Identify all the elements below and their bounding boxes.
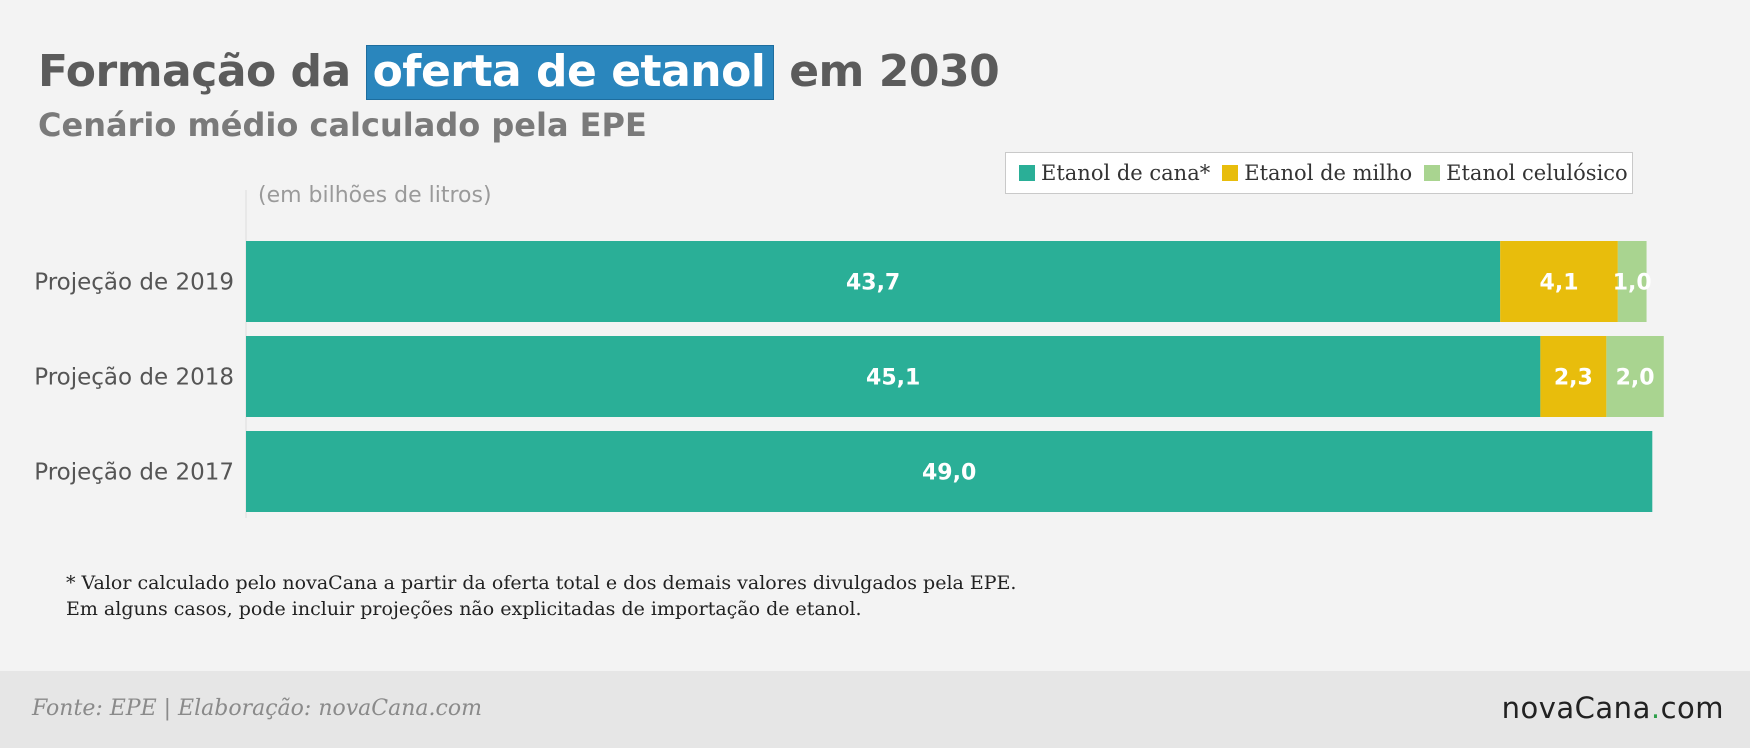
bar-segment bbox=[1540, 336, 1607, 417]
logo-main: novaCana bbox=[1501, 691, 1651, 725]
footer-bar: Fonte: EPE | Elaboração: novaCana.com no… bbox=[0, 671, 1750, 748]
bar-segment bbox=[1617, 241, 1647, 322]
title-highlight: oferta de etanol bbox=[365, 45, 775, 100]
legend-item-milho: Etanol de milho bbox=[1222, 161, 1412, 185]
data-label: 2,3 bbox=[1554, 366, 1593, 391]
data-label: 49,0 bbox=[922, 461, 976, 486]
legend-label-celulosico: Etanol celulósico bbox=[1446, 161, 1628, 185]
legend-item-celulosico: Etanol celulósico bbox=[1424, 161, 1628, 185]
bars-group: 43,7 4,1 1,0 45,1 2,3 2,0 49,0 bbox=[246, 241, 1664, 512]
legend-label-cana: Etanol de cana* bbox=[1041, 161, 1211, 185]
chart-title: Formação da oferta de etanol em 2030 bbox=[38, 45, 1000, 100]
title-prefix: Formação da bbox=[38, 46, 351, 97]
bar-chart: (em bilhões de litros) 43,7 4,1 1,0 45,1 2,3… bbox=[34, 183, 1664, 518]
legend-label-milho: Etanol de milho bbox=[1244, 161, 1413, 185]
data-label: 1,0 bbox=[1613, 271, 1652, 296]
bar-segment bbox=[1500, 241, 1618, 322]
legend-swatch-cana bbox=[1019, 165, 1035, 181]
title-suffix: em 2030 bbox=[789, 46, 1000, 97]
legend-item-cana: Etanol de cana* bbox=[1019, 161, 1210, 185]
chart-legend: Etanol de cana* Etanol de milho Etanol c… bbox=[1005, 152, 1633, 194]
logo-dot: . bbox=[1650, 691, 1661, 725]
category-label: Projeção de 2017 bbox=[34, 460, 234, 486]
footnote-line-2: Em alguns casos, pode incluir projeções … bbox=[66, 598, 862, 620]
category-label: Projeção de 2019 bbox=[34, 270, 234, 296]
legend-swatch-celulosico bbox=[1424, 165, 1441, 181]
footnote-line-1: * Valor calculado pelo novaCana a partir… bbox=[66, 572, 1017, 594]
bar-segment bbox=[246, 241, 1501, 322]
category-label: Projeção de 2018 bbox=[34, 365, 234, 391]
bar-segment bbox=[1606, 336, 1664, 417]
data-label: 43,7 bbox=[846, 271, 900, 296]
legend-swatch-milho bbox=[1222, 165, 1239, 181]
logo-tld: com bbox=[1660, 691, 1724, 725]
data-label: 4,1 bbox=[1540, 271, 1579, 296]
data-label: 2,0 bbox=[1616, 366, 1655, 391]
novacana-logo[interactable]: novaCana.com bbox=[1502, 691, 1724, 725]
source-credit: Fonte: EPE | Elaboração: novaCana.com bbox=[32, 696, 482, 721]
bar-segment bbox=[246, 431, 1653, 512]
bar-segment bbox=[246, 336, 1541, 417]
footnote: * Valor calculado pelo novaCana a partir… bbox=[66, 570, 1016, 622]
chart-subtitle: Cenário médio calculado pela EPE bbox=[38, 106, 647, 144]
data-label: 45,1 bbox=[866, 366, 920, 391]
unit-note: (em bilhões de litros) bbox=[258, 183, 492, 208]
